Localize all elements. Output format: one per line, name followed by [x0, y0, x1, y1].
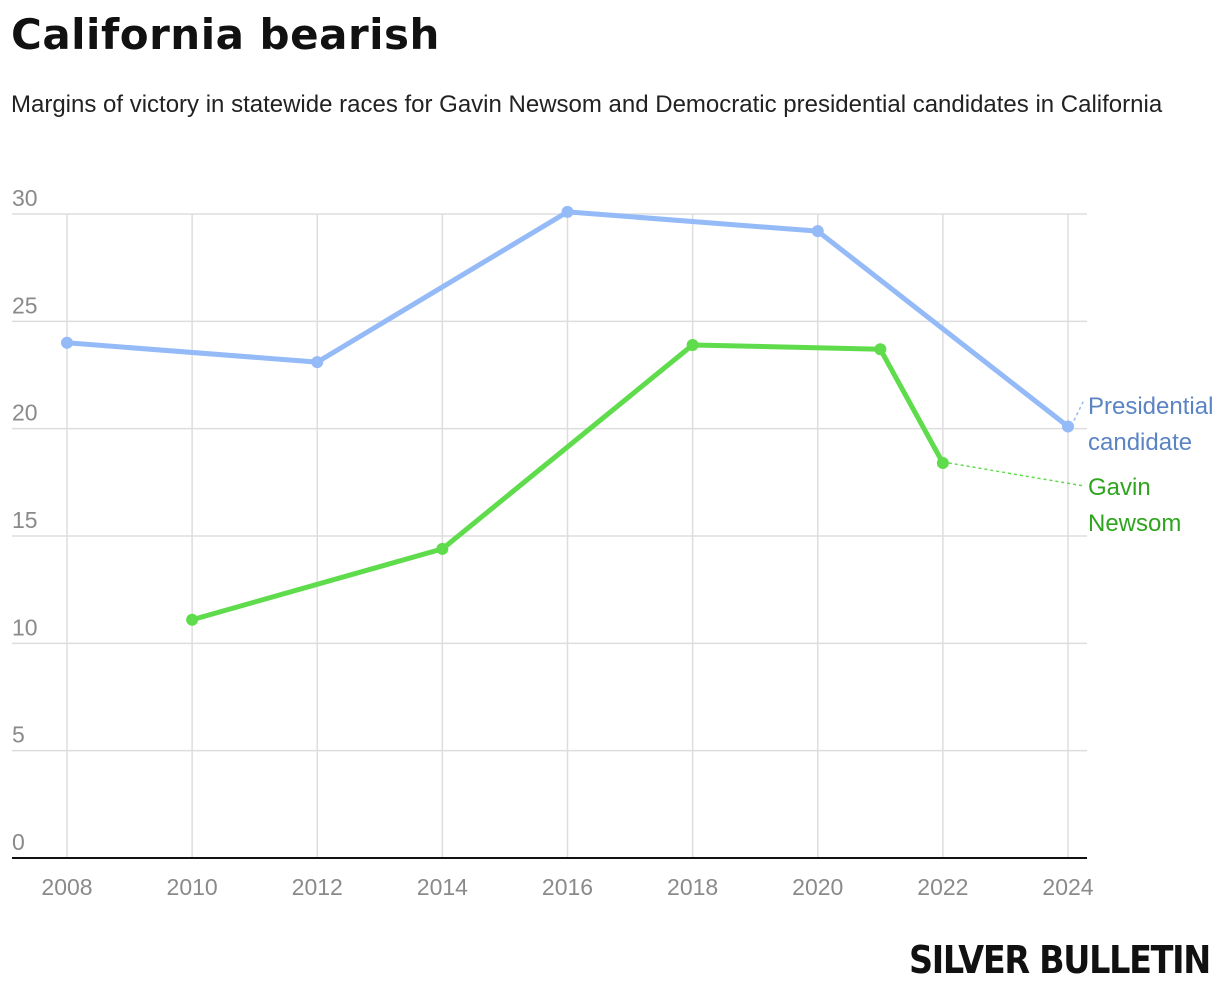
y-tick-label: 10 — [12, 614, 38, 640]
y-tick-label: 20 — [12, 400, 38, 426]
silver-bulletin-logo: SILVER BULLETIN — [909, 938, 1211, 982]
presidential-candidate-leader-line — [1073, 399, 1085, 421]
x-tick-label: 2016 — [542, 874, 593, 900]
y-tick-label: 5 — [12, 722, 25, 748]
gavin-newsom-point — [186, 613, 199, 626]
presidential-candidate-label: Presidential — [1088, 393, 1213, 420]
chart-subtitle: Margins of victory in statewide races fo… — [11, 91, 1163, 118]
y-tick-label: 25 — [12, 292, 38, 318]
presidential-candidate-label: candidate — [1088, 429, 1192, 456]
presidential-candidate-point — [61, 336, 73, 349]
grid-lines — [12, 213, 1087, 858]
gavin-newsom-point — [874, 343, 887, 356]
chart-title: California bearish — [11, 10, 440, 59]
series-labels: Presidential candidate Gavin Newsom — [948, 393, 1213, 537]
gavin-newsom-label: Newsom — [1088, 510, 1181, 537]
y-tick-label: 30 — [12, 185, 38, 211]
gavin-newsom-point — [936, 457, 949, 470]
presidential-candidate-point — [561, 205, 574, 218]
series-lines — [61, 205, 1074, 626]
gavin-newsom-label: Gavin — [1088, 474, 1151, 501]
x-tick-label: 2010 — [167, 874, 218, 900]
x-tick-label: 2022 — [917, 874, 968, 900]
x-tick-label: 2012 — [292, 874, 343, 900]
gavin-newsom-point — [686, 338, 699, 351]
y-tick-label: 15 — [12, 507, 38, 533]
x-tick-label: 2020 — [792, 874, 843, 900]
gavin-newsom-point — [436, 542, 449, 555]
x-axis-ticks: 2008 2010 2012 2014 2016 2018 2020 2022 2024 — [41, 874, 1093, 900]
presidential-candidate-point — [1062, 420, 1074, 433]
gavin-newsom-leader-line — [948, 462, 1085, 487]
x-tick-label: 2008 — [41, 874, 92, 900]
presidential-candidate-point — [811, 225, 824, 238]
y-axis-ticks: 0 5 10 15 20 25 30 — [12, 185, 38, 855]
x-tick-label: 2014 — [417, 874, 468, 900]
x-tick-label: 2018 — [667, 874, 718, 900]
x-tick-label: 2024 — [1042, 874, 1093, 900]
y-tick-label: 0 — [12, 829, 25, 855]
presidential-candidate-point — [311, 356, 324, 369]
